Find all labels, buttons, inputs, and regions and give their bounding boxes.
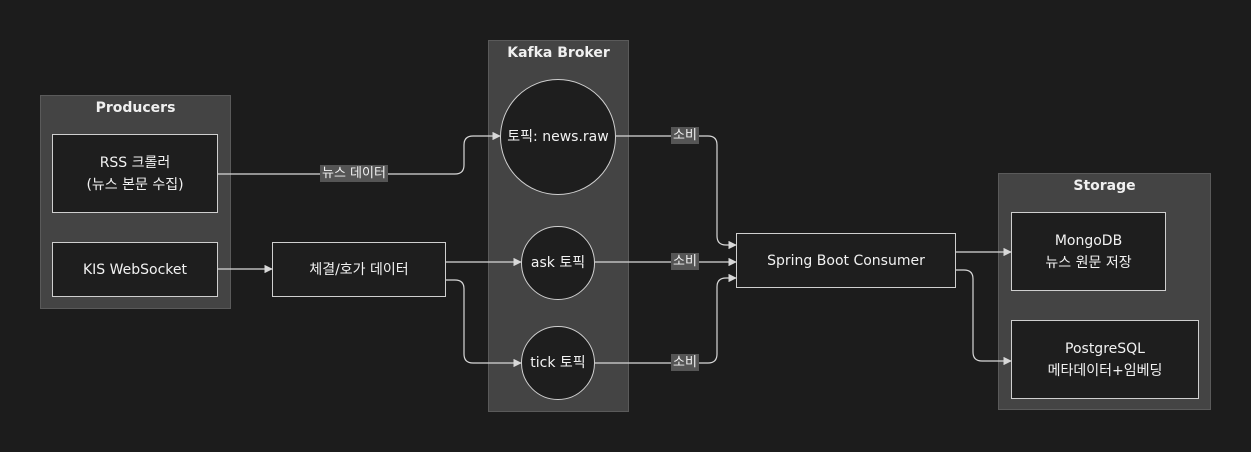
producers-cluster-title: Producers	[95, 100, 176, 116]
edge-consumer-to-postgres	[956, 269, 1012, 366]
postgresql-node[interactable]: PostgreSQL 메타데이터+임베딩	[1011, 320, 1199, 399]
trade-quote-data-node[interactable]: 체결/호가 데이터	[272, 242, 446, 297]
rss-crawler-node[interactable]: RSS 크롤러 (뉴스 본문 수집)	[52, 134, 218, 213]
kis-websocket-node[interactable]: KIS WebSocket	[52, 242, 218, 297]
consume-news-edge-label: 소비	[671, 127, 699, 144]
edge-tick-topic-to-consumer	[595, 273, 737, 364]
kafka-broker-cluster-title: Kafka Broker	[507, 45, 610, 61]
edge-trade-to-tick-topic	[446, 279, 522, 368]
storage-cluster-title: Storage	[1073, 178, 1136, 194]
edge-rss-to-news-topic	[218, 131, 501, 175]
consume-tick-edge-label: 소비	[671, 354, 699, 371]
news-raw-topic-node[interactable]: 토픽: news.raw	[500, 79, 616, 195]
ask-topic-node[interactable]: ask 토픽	[521, 226, 595, 300]
tick-topic-node[interactable]: tick 토픽	[521, 326, 595, 400]
edge-news-topic-to-consumer	[616, 135, 737, 250]
mongodb-node[interactable]: MongoDB 뉴스 원문 저장	[1011, 212, 1166, 291]
spring-boot-consumer-node[interactable]: Spring Boot Consumer	[736, 233, 956, 288]
consume-ask-edge-label: 소비	[671, 253, 699, 270]
news-data-edge-label: 뉴스 데이터	[320, 165, 388, 182]
